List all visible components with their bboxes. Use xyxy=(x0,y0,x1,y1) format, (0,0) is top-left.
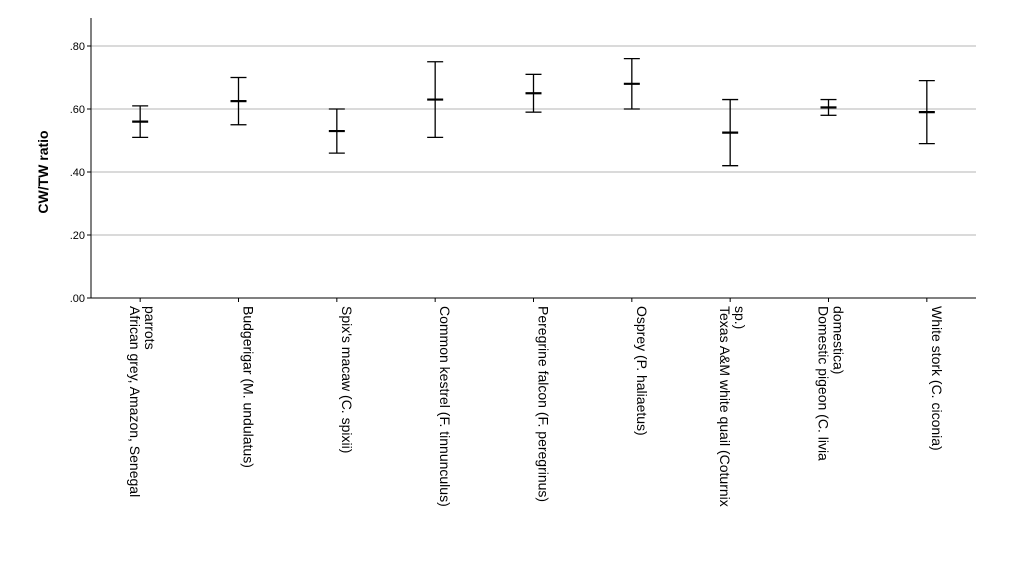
category-label: Texas A&M white quail (Coturnix xyxy=(717,306,733,507)
error-bar xyxy=(623,57,640,110)
error-bar xyxy=(918,80,935,145)
error-bars xyxy=(132,57,935,167)
error-bar xyxy=(132,105,149,139)
error-bar xyxy=(230,76,247,126)
y-tick-label: .40 xyxy=(70,167,85,179)
category-labels: African grey, Amazon, Senegal parrots Budg… xyxy=(127,298,945,507)
category-label: Peregrine falcon (F. peregrinus) xyxy=(536,306,552,502)
y-tick-label: .80 xyxy=(70,41,85,53)
y-axis-title: CW/TW ratio xyxy=(35,130,51,213)
category-label: African grey, Amazon, Senegal xyxy=(127,306,143,497)
category-label: Spix's macaw (C. spixii) xyxy=(339,306,355,453)
error-bar xyxy=(722,98,739,167)
category-label: parrots xyxy=(142,306,158,350)
error-bar xyxy=(328,108,345,154)
y-tick-label: .20 xyxy=(70,230,85,242)
y-tick-label: .60 xyxy=(70,104,85,116)
axes xyxy=(90,18,976,299)
category-label: sp.) xyxy=(732,306,748,329)
error-bar xyxy=(820,98,837,116)
category-label: Common kestrel (F. tinnunculus) xyxy=(437,306,453,507)
error-bar xyxy=(427,61,444,139)
category-label: domestica) xyxy=(831,306,847,374)
category-label: Budgerigar (M. undulatus) xyxy=(241,306,257,468)
y-tick-labels: .00 .20 .40 .60 .80 xyxy=(70,41,91,305)
category-label: White stork (C. ciconia) xyxy=(929,306,945,451)
category-label: Osprey (P. haliaetus) xyxy=(634,306,650,436)
category-label: Domestic pigeon (C. livia xyxy=(816,306,832,461)
y-tick-label: .00 xyxy=(70,293,85,305)
error-bar xyxy=(525,73,542,113)
